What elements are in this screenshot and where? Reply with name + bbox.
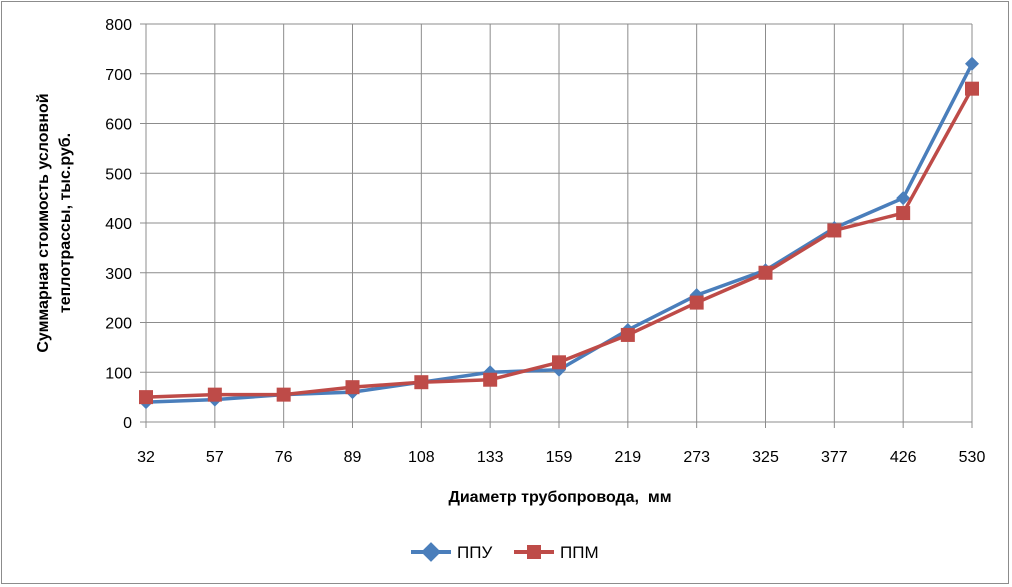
x-tick-label: 530 [959,449,986,466]
x-tick-label: 108 [408,449,435,466]
legend-label-ppu: ППУ [457,543,492,562]
data-point [827,223,842,238]
axes: 0 100 200 300 400 500 600 700 800 32 57 76 89 108 133 1… [105,17,985,466]
legend-label-ppm: ППМ [560,543,599,562]
y-tick-label: 800 [105,17,132,34]
y-tick-label: 400 [105,216,132,233]
data-point [552,355,566,370]
x-tick-label: 159 [546,449,573,466]
data-point [620,327,635,342]
data-point [896,206,911,221]
y-axis-title-line-2: теплотрассы, тыс.руб. [57,133,74,313]
y-tick-label: 200 [105,316,132,333]
x-tick-label: 133 [477,449,504,466]
series-ppm [139,81,979,405]
legend-item-ppm: ППМ [514,543,599,562]
x-tick-label: 89 [344,449,362,466]
x-tick-label: 76 [275,449,293,466]
data-point [139,390,153,405]
data-point [689,295,704,310]
data-point [414,375,429,390]
y-tick-label: 600 [105,117,132,134]
y-axis-title-line-1: Суммарная стоимость условной [35,93,52,352]
x-tick-label: 377 [821,449,848,466]
data-point [965,56,979,71]
legend: ППУ ППМ [411,542,599,562]
y-tick-label: 100 [105,365,132,382]
x-tick-label: 325 [752,449,779,466]
x-axis-title: Диаметр трубопровода, мм [448,489,671,506]
data-point [207,387,222,402]
data-point [758,265,773,280]
y-tick-label: 0 [123,415,132,432]
legend-item-ppu: ППУ [411,542,492,562]
x-tick-label: 219 [614,449,641,466]
data-point [965,81,979,96]
x-tick-label: 57 [206,449,224,466]
x-tick-label: 32 [137,449,155,466]
data-point [276,387,291,402]
data-point [896,191,911,206]
x-tick-label: 273 [683,449,710,466]
y-tick-label: 500 [105,166,132,183]
legend-marker-ppm [527,545,541,559]
series [139,56,979,410]
x-tick-label: 426 [890,449,917,466]
data-point [483,372,498,387]
y-tick-label: 300 [105,266,132,283]
data-point [345,380,360,395]
legend-marker-ppu [421,542,441,562]
y-tick-label: 700 [105,67,132,84]
